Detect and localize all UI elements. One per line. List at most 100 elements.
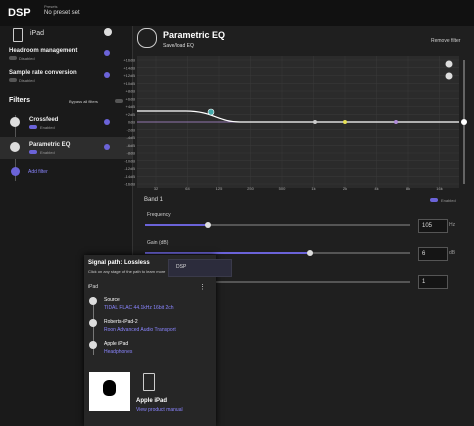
bypass-label: Bypass all filters xyxy=(69,99,98,104)
frequency-input[interactable]: 105 xyxy=(418,219,448,233)
x-label: 16k xyxy=(436,186,442,191)
filter-icon xyxy=(10,142,20,152)
stage-detail[interactable]: Headphones xyxy=(104,349,133,355)
filter-name[interactable]: Crossfeed xyxy=(29,117,59,123)
x-label: 250 xyxy=(247,186,254,191)
gain-unit: dB xyxy=(449,250,456,256)
filter-toggle[interactable] xyxy=(29,150,37,154)
setting-status: Disabled xyxy=(19,56,35,61)
signal-path-hint: Click on any stage of the path to learn … xyxy=(88,269,166,274)
filter-status: Enabled xyxy=(40,150,55,155)
y-label: -6dB xyxy=(127,143,136,148)
setting-name[interactable]: Headroom management xyxy=(9,48,78,54)
bypass-toggle[interactable] xyxy=(115,99,123,103)
y-label: +8dB xyxy=(126,89,136,94)
setting-badge xyxy=(104,50,110,56)
x-label: 32 xyxy=(154,186,159,191)
x-label: 1k xyxy=(311,186,315,191)
y-label: +12dB xyxy=(123,73,135,78)
stage-detail[interactable]: Roon Advanced Audio Transport xyxy=(104,327,176,333)
zoom-in xyxy=(445,60,453,68)
filter-status: Enabled xyxy=(40,125,55,130)
y-label: +10dB xyxy=(123,81,135,86)
dsp-popup-label: DSP xyxy=(176,264,187,270)
volume-knob xyxy=(461,119,467,125)
gain-fill xyxy=(145,252,310,254)
setting-toggle[interactable] xyxy=(9,56,17,60)
x-label: 8k xyxy=(406,186,410,191)
more-menu[interactable]: ⋮ xyxy=(199,284,206,291)
stage-detail[interactable]: TIDAL FLAC 44.1kHz 16bit 2ch xyxy=(104,305,174,311)
product-manual[interactable]: View product manual xyxy=(136,407,183,413)
setting-name[interactable]: Sample rate conversion xyxy=(9,70,77,76)
x-label: 2k xyxy=(343,186,347,191)
y-label: +2dB xyxy=(126,112,136,117)
x-label: 4k xyxy=(374,186,378,191)
gain-input[interactable]: 6 xyxy=(418,247,448,261)
filters-title: Filters xyxy=(9,97,31,104)
y-label: -16dB xyxy=(124,182,135,187)
y-label: -2dB xyxy=(127,127,136,132)
band-select[interactable]: Band 1 xyxy=(144,197,164,203)
y-label: -14dB xyxy=(124,174,135,179)
add-icon[interactable] xyxy=(11,167,20,176)
panel-title: Parametric EQ xyxy=(163,30,226,40)
setting-badge xyxy=(104,72,110,78)
back-button[interactable] xyxy=(104,28,112,36)
frequency-fill xyxy=(145,224,208,226)
eq-curve xyxy=(137,110,459,123)
filter-name[interactable]: Parametric EQ xyxy=(29,142,71,148)
band-handle xyxy=(343,120,347,124)
dsp-popup[interactable] xyxy=(168,259,232,277)
gain-knob[interactable] xyxy=(307,250,313,256)
x-label: 500 xyxy=(279,186,286,191)
y-label: -12dB xyxy=(124,166,135,171)
band-handle xyxy=(394,120,398,124)
q-slider[interactable] xyxy=(145,281,410,283)
stage-name[interactable]: Source xyxy=(104,297,120,303)
y-label: -4dB xyxy=(127,135,136,140)
stage-icon xyxy=(89,319,97,327)
stage-name[interactable]: Roberts-iPad-2 xyxy=(104,319,138,325)
band-handle xyxy=(313,120,317,124)
eq-icon xyxy=(137,28,157,48)
header-title: DSP xyxy=(8,7,31,19)
stage-name[interactable]: Apple iPad xyxy=(104,341,129,347)
frequency-knob[interactable] xyxy=(205,222,211,228)
y-label: -8dB xyxy=(127,151,136,156)
band-toggle[interactable] xyxy=(430,198,438,202)
x-label: 64 xyxy=(185,186,190,191)
setting-toggle[interactable] xyxy=(9,78,17,82)
gain-label: Gain (dB) xyxy=(147,240,169,246)
presets-label: Presets xyxy=(44,4,58,9)
frequency-slider[interactable] xyxy=(145,224,410,226)
frequency-unit: Hz xyxy=(449,222,456,228)
remove-filter[interactable]: Remove filter xyxy=(431,38,461,44)
sp-device: iPad xyxy=(88,284,99,290)
stage-icon xyxy=(89,297,97,305)
y-label: +14dB xyxy=(123,65,135,70)
filter-badge xyxy=(104,119,110,125)
band-1-handle xyxy=(207,108,215,116)
device-icon xyxy=(13,28,23,42)
top-bar xyxy=(0,0,474,26)
y-label: 0dB xyxy=(128,120,135,125)
y-label: +16dB xyxy=(123,58,135,63)
eq-graph: +16dB +14dB +12dB +10dB +8dB +6dB +4dB +2dB 0dB -… xyxy=(123,56,467,191)
tablet-icon xyxy=(143,373,155,391)
filter-badge xyxy=(104,144,110,150)
device-name: iPad xyxy=(30,30,45,37)
preset-select[interactable]: No preset set xyxy=(44,10,80,16)
save-load[interactable]: Save/load EQ xyxy=(163,43,194,49)
filter-toggle[interactable] xyxy=(29,125,37,129)
frequency-label: Frequency xyxy=(147,212,171,218)
product-name: Apple iPad xyxy=(136,398,168,404)
x-label: 125 xyxy=(216,186,223,191)
setting-status: Disabled xyxy=(19,78,35,83)
y-label: +6dB xyxy=(126,96,136,101)
band-status: Enabled xyxy=(441,198,456,203)
q-input[interactable]: 1 xyxy=(418,275,448,289)
zoom-out xyxy=(445,72,453,80)
add-filter[interactable]: Add filter xyxy=(28,169,48,175)
